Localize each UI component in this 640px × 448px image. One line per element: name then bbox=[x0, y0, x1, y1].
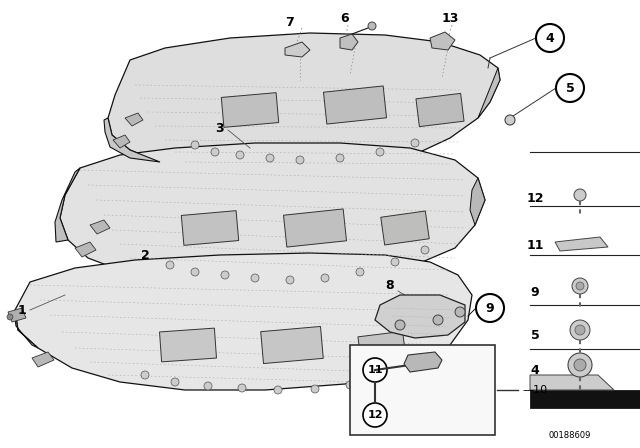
Polygon shape bbox=[530, 375, 614, 390]
Circle shape bbox=[570, 320, 590, 340]
Polygon shape bbox=[340, 34, 358, 50]
Circle shape bbox=[363, 403, 387, 427]
Circle shape bbox=[572, 278, 588, 294]
Circle shape bbox=[505, 115, 515, 125]
Circle shape bbox=[221, 271, 229, 279]
Polygon shape bbox=[113, 135, 130, 148]
Polygon shape bbox=[32, 352, 54, 367]
Circle shape bbox=[476, 294, 504, 322]
Circle shape bbox=[574, 189, 586, 201]
Polygon shape bbox=[55, 168, 80, 242]
Text: 1: 1 bbox=[18, 303, 26, 316]
Circle shape bbox=[286, 276, 294, 284]
Polygon shape bbox=[159, 328, 216, 362]
Circle shape bbox=[336, 154, 344, 162]
Circle shape bbox=[391, 258, 399, 266]
Circle shape bbox=[204, 382, 212, 390]
Circle shape bbox=[455, 307, 465, 317]
Polygon shape bbox=[221, 93, 278, 127]
Text: 3: 3 bbox=[216, 121, 224, 134]
Text: 4: 4 bbox=[546, 31, 554, 44]
Bar bbox=[530, 390, 640, 408]
Circle shape bbox=[346, 381, 354, 389]
Polygon shape bbox=[555, 237, 608, 251]
Circle shape bbox=[171, 378, 179, 386]
Polygon shape bbox=[404, 352, 442, 372]
Circle shape bbox=[191, 141, 199, 149]
Circle shape bbox=[311, 385, 319, 393]
Polygon shape bbox=[381, 211, 429, 245]
Polygon shape bbox=[14, 310, 38, 348]
Text: 6: 6 bbox=[340, 12, 349, 25]
Circle shape bbox=[376, 148, 384, 156]
Text: 9: 9 bbox=[531, 285, 540, 298]
Circle shape bbox=[381, 373, 389, 381]
Text: 11: 11 bbox=[367, 365, 383, 375]
Text: 4: 4 bbox=[531, 363, 540, 376]
Polygon shape bbox=[8, 308, 26, 322]
Circle shape bbox=[296, 156, 304, 164]
Text: 5: 5 bbox=[531, 328, 540, 341]
Circle shape bbox=[321, 274, 329, 282]
Bar bbox=[350, 345, 495, 435]
Circle shape bbox=[568, 353, 592, 377]
Circle shape bbox=[411, 362, 419, 370]
Circle shape bbox=[211, 148, 219, 156]
Polygon shape bbox=[104, 118, 160, 162]
Polygon shape bbox=[90, 220, 110, 234]
Circle shape bbox=[575, 325, 585, 335]
Circle shape bbox=[433, 315, 443, 325]
Circle shape bbox=[368, 22, 376, 30]
Circle shape bbox=[266, 154, 274, 162]
Circle shape bbox=[166, 261, 174, 269]
Circle shape bbox=[191, 268, 199, 276]
Text: 00188609: 00188609 bbox=[549, 431, 591, 439]
Circle shape bbox=[411, 139, 419, 147]
Circle shape bbox=[421, 246, 429, 254]
Circle shape bbox=[574, 359, 586, 371]
Text: —10: —10 bbox=[522, 385, 548, 395]
Circle shape bbox=[556, 74, 584, 102]
Text: 13: 13 bbox=[442, 12, 459, 25]
Polygon shape bbox=[323, 86, 387, 124]
Polygon shape bbox=[375, 295, 465, 338]
Circle shape bbox=[236, 151, 244, 159]
Circle shape bbox=[536, 24, 564, 52]
Polygon shape bbox=[60, 143, 485, 282]
Polygon shape bbox=[285, 42, 310, 57]
Text: 11: 11 bbox=[526, 238, 544, 251]
Circle shape bbox=[141, 371, 149, 379]
Circle shape bbox=[363, 358, 387, 382]
Circle shape bbox=[356, 268, 364, 276]
Polygon shape bbox=[181, 211, 239, 246]
Text: 5: 5 bbox=[566, 82, 574, 95]
Polygon shape bbox=[358, 332, 406, 365]
Polygon shape bbox=[260, 327, 323, 364]
Polygon shape bbox=[416, 93, 464, 127]
Circle shape bbox=[274, 386, 282, 394]
Polygon shape bbox=[478, 68, 500, 118]
Text: 7: 7 bbox=[285, 16, 294, 29]
Text: 12: 12 bbox=[526, 191, 544, 204]
Text: 8: 8 bbox=[386, 279, 394, 292]
Polygon shape bbox=[108, 33, 500, 168]
Circle shape bbox=[576, 282, 584, 290]
Text: 2: 2 bbox=[141, 249, 149, 262]
Circle shape bbox=[7, 314, 13, 320]
Text: 9: 9 bbox=[486, 302, 494, 314]
Polygon shape bbox=[75, 242, 96, 257]
Circle shape bbox=[238, 384, 246, 392]
Text: 12: 12 bbox=[367, 410, 383, 420]
Polygon shape bbox=[430, 32, 455, 50]
Polygon shape bbox=[125, 113, 143, 126]
Polygon shape bbox=[284, 209, 346, 247]
Polygon shape bbox=[470, 178, 485, 225]
Polygon shape bbox=[15, 253, 472, 390]
Circle shape bbox=[251, 274, 259, 282]
Circle shape bbox=[395, 320, 405, 330]
